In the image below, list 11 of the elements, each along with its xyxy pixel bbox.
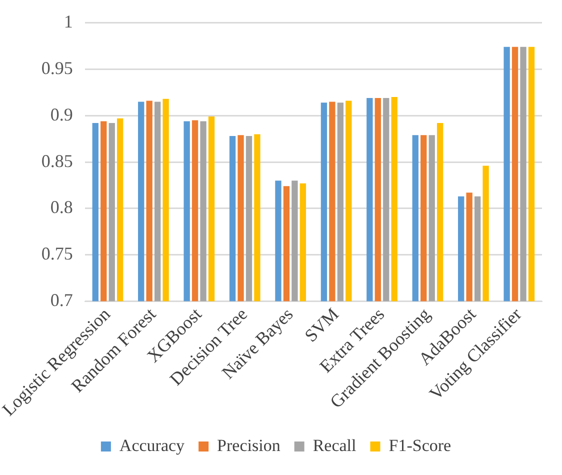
legend-label: Recall bbox=[312, 436, 357, 455]
legend-label: Accuracy bbox=[119, 436, 186, 455]
legend-label: F1-Score bbox=[388, 436, 452, 455]
y-tick-label: 0.7 bbox=[50, 290, 73, 310]
y-tick-label: 0.85 bbox=[41, 150, 73, 171]
y-tick-label: 0.95 bbox=[41, 58, 73, 78]
y-tick-label: 0.75 bbox=[41, 244, 73, 264]
y-tick-label: 1 bbox=[64, 12, 73, 32]
y-tick-label: 0.8 bbox=[50, 197, 73, 218]
y-tick-label: 0.9 bbox=[50, 104, 73, 124]
legend-label: Precision bbox=[217, 436, 281, 455]
